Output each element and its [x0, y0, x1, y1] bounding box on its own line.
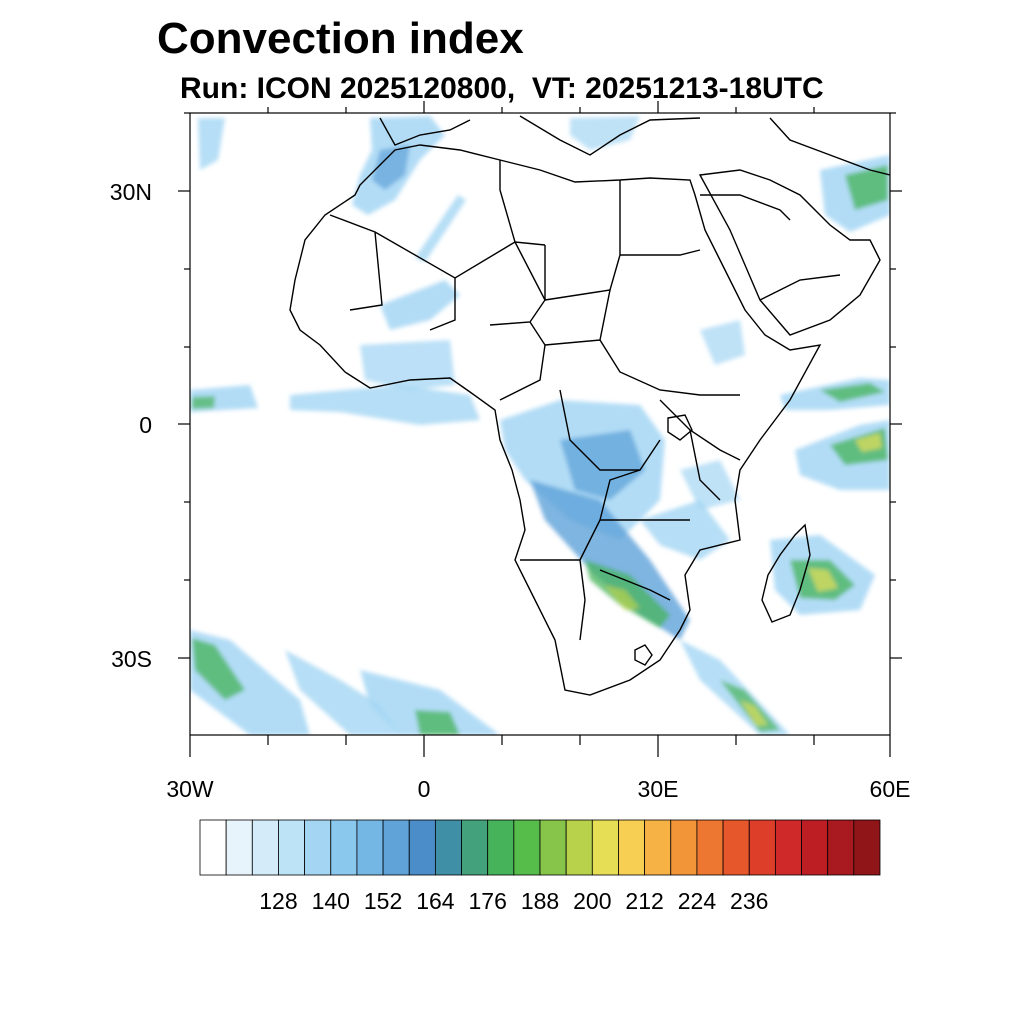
convection-field: [190, 116, 890, 735]
colorbar-label: 212: [625, 888, 664, 914]
border-southern-africa: [520, 469, 690, 641]
colorbar-label: 188: [520, 888, 560, 914]
plot-frame: [178, 101, 902, 757]
lat-label-0: 0: [139, 412, 152, 438]
colorbar-label: 224: [677, 888, 717, 914]
colorbar-swatch: [644, 819, 672, 876]
colorbar-label: 176: [468, 888, 507, 914]
convection-area-ethiopia: [700, 320, 745, 365]
convection-area-mediterranean: [570, 116, 640, 150]
colorbar-swatch: [278, 819, 306, 876]
lake-victoria: [667, 414, 693, 441]
convection-core-central-africa: [560, 430, 645, 500]
convection-core-south-atlantic-west: [192, 638, 245, 700]
colorbar-swatch: [827, 819, 855, 876]
coastline-africa: [289, 144, 822, 696]
colorbar-swatch: [774, 819, 802, 876]
colorbar-swatch: [748, 819, 776, 876]
colorbar-swatch: [722, 819, 750, 876]
lon-label-30w: 30W: [166, 776, 214, 802]
colorbar-swatch: [382, 819, 410, 876]
coastline-arabia: [698, 169, 881, 336]
convection-peak-southern-africa: [605, 585, 640, 610]
convection-area-gulf-guinea: [360, 340, 455, 390]
colorbar-label: 152: [363, 888, 403, 914]
lat-label-30s: 30S: [111, 646, 152, 672]
colorbar-swatch: [618, 819, 646, 876]
border-lesotho: [634, 644, 653, 666]
colorbar-swatch: [251, 819, 279, 876]
convection-peak-south-indian: [740, 700, 768, 726]
colorbar-swatch: [304, 819, 332, 876]
map-subtitle: Run: ICON 2025120800, VT: 20251213-18UTC: [180, 72, 824, 105]
convection-core-indian-north: [820, 383, 885, 402]
colorbar-swatch: [408, 819, 436, 876]
convection-area-west-africa: [380, 280, 460, 330]
coastline-iberia: [379, 117, 471, 146]
colorbar-label: 236: [730, 888, 769, 914]
convection-band-mozambique-channel: [640, 500, 730, 560]
convection-peak-madagascar: [808, 568, 838, 592]
colorbar-label: 164: [416, 888, 455, 914]
border-central-africa: [499, 289, 740, 471]
convection-core-south-atlantic-east: [415, 710, 460, 735]
border-arabia: [700, 194, 841, 301]
colorbar-swatch: [461, 819, 489, 876]
colorbar-swatch: [670, 819, 698, 876]
convection-area-east-africa: [680, 460, 740, 510]
colorbar-swatch: [696, 819, 724, 876]
colorbar-label: 200: [573, 888, 612, 914]
coastlines-and-borders: [289, 115, 890, 696]
colorbar-label: 128: [259, 888, 298, 914]
map-title: Convection index: [157, 14, 524, 63]
colorbar-swatch: [565, 819, 593, 876]
convection-area-iberia: [198, 118, 225, 170]
colorbar-swatch: [591, 819, 619, 876]
colorbar-swatch: [539, 819, 567, 876]
border-north-africa: [499, 160, 701, 301]
lon-label-0: 0: [417, 776, 431, 802]
colorbar-swatch: [487, 819, 515, 876]
colorbar: [199, 819, 881, 876]
lat-label-30n: 30N: [109, 179, 152, 205]
lon-label-60e: 60E: [869, 776, 911, 802]
convection-area-morocco-core: [372, 145, 410, 190]
colorbar-swatch: [225, 819, 253, 876]
colorbar-swatch: [513, 819, 541, 876]
convection-band-atlantic: [290, 385, 480, 425]
coastline-italy-greece: [519, 115, 701, 156]
coastline-turkey-levant: [769, 117, 890, 176]
colorbar-swatch: [801, 819, 829, 876]
colorbar-swatch: [853, 819, 881, 876]
colorbar-swatch: [434, 819, 462, 876]
lon-label-30e: 30E: [637, 776, 679, 802]
colorbar-label: 140: [311, 888, 350, 914]
border-west-africa: [329, 214, 546, 331]
convection-core-persian-gulf: [845, 165, 888, 210]
coastline-madagascar: [761, 523, 811, 623]
convection-peak-indian-equator: [855, 433, 882, 452]
convection-streak-sahara: [415, 195, 466, 262]
convection-area-south-atlantic-mid: [285, 650, 400, 735]
colorbar-swatch: [330, 819, 358, 876]
convection-core-west-atlantic: [192, 396, 215, 409]
border-east-africa: [659, 399, 741, 501]
colorbar-swatch: [199, 819, 227, 876]
colorbar-swatch: [356, 819, 384, 876]
convection-area-south-atlantic-east: [360, 670, 500, 735]
